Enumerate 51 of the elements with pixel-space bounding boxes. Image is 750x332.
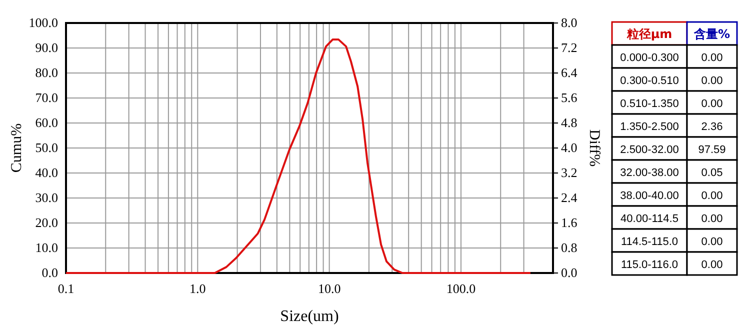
- y-axis-title: Cumu%: [9, 123, 25, 173]
- y2-tick-label: 0.8: [561, 240, 578, 255]
- y-tick-label: 10.0: [35, 240, 58, 255]
- category-label: 0.300-0.510: [620, 75, 679, 87]
- y-tick-label: 70.0: [35, 90, 58, 105]
- category-label: 114.5-115.0: [620, 236, 678, 248]
- category-label: 0.510-1.350: [620, 98, 679, 110]
- y2-tick-label: 5.6: [561, 90, 578, 105]
- y2-tick-label: 4.8: [561, 115, 578, 130]
- y2-tick-label: 4.0: [561, 140, 578, 155]
- text: 含量%: [692, 27, 730, 41]
- text: 0.05: [701, 167, 723, 179]
- y-tick-label: 30.0: [35, 190, 58, 205]
- text: 0.00: [701, 190, 723, 202]
- text: 0.00: [701, 236, 723, 248]
- category-label: 40.00-114.5: [620, 213, 678, 225]
- text: 97.59: [698, 144, 726, 156]
- y-tick-label: 80.0: [35, 65, 58, 80]
- y-tick-label: 20.0: [35, 215, 58, 230]
- y2-tick-label: 0.0: [561, 265, 578, 280]
- text: 0.00: [701, 259, 723, 271]
- x-tick-label: 100.0: [446, 281, 476, 296]
- text: 粒径μm: [626, 27, 672, 41]
- y-tick-label: 100.0: [28, 15, 58, 30]
- y2-tick-label: 1.6: [561, 215, 578, 230]
- category-label: 38.00-40.00: [620, 190, 679, 202]
- y-tick-label: 40.0: [35, 165, 58, 180]
- category-label: 2.500-32.00: [620, 144, 679, 156]
- text: 2.36: [701, 121, 723, 133]
- y2-tick-label: 2.4: [561, 190, 578, 205]
- y2-tick-label: 6.4: [561, 65, 578, 80]
- x-tick-label: 10.0: [318, 281, 341, 296]
- y2-tick-label: 3.2: [561, 165, 578, 180]
- text: 0.00: [701, 213, 723, 225]
- category-label: 1.350-2.500: [620, 121, 679, 133]
- text: 0.00: [701, 75, 723, 87]
- y-tick-label: 90.0: [35, 40, 58, 55]
- y2-axis-title: Diff%: [586, 129, 602, 167]
- category-label: 115.0-116.0: [620, 259, 678, 271]
- y2-tick-label: 7.2: [561, 40, 578, 55]
- category-label: 32.00-38.00: [620, 167, 679, 179]
- y2-tick-label: 8.0: [561, 15, 578, 30]
- y-tick-label: 60.0: [35, 115, 58, 130]
- x-tick-label: 1.0: [190, 281, 206, 296]
- text: 0.00: [701, 98, 723, 110]
- x-axis-title: Size(um): [280, 308, 339, 325]
- y-tick-label: 50.0: [35, 140, 58, 155]
- category-label: 0.000-0.300: [620, 52, 679, 64]
- text: 0.00: [701, 52, 723, 64]
- x-tick-label: 0.1: [58, 281, 74, 296]
- y-tick-label: 0.0: [42, 265, 58, 280]
